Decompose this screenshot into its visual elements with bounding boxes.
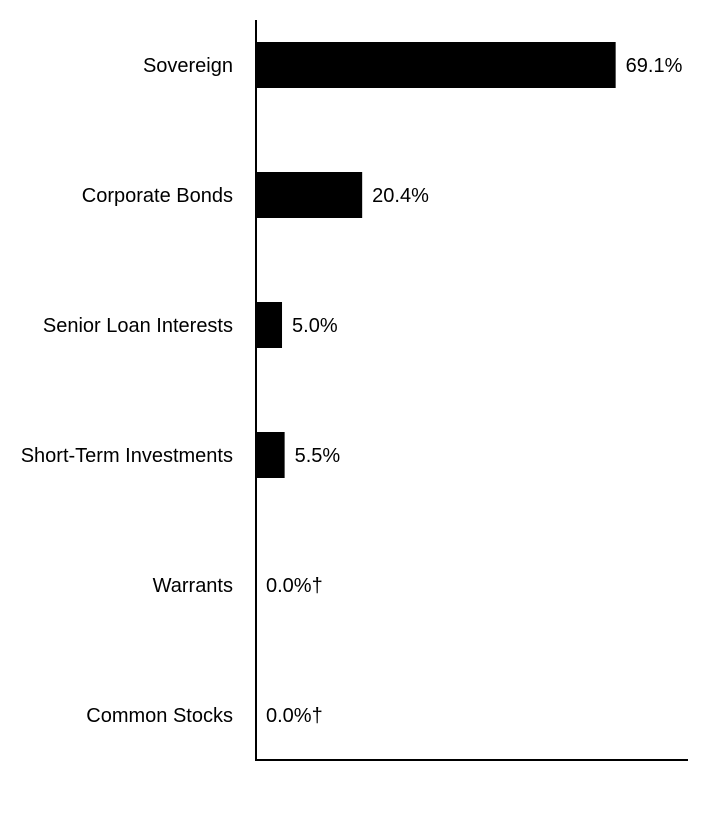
bar-sovereign (256, 42, 616, 88)
category-label: Warrants (153, 575, 233, 597)
value-label: 0.0%† (266, 705, 323, 727)
value-label: 69.1% (626, 55, 683, 77)
category-label: Corporate Bonds (82, 185, 233, 207)
bars-group (256, 42, 616, 478)
category-label: Short-Term Investments (21, 445, 233, 467)
category-label: Senior Loan Interests (43, 315, 233, 337)
bar-senior-loan-interests (256, 302, 283, 348)
category-labels-group: Sovereign Corporate Bonds Senior Loan Inte… (21, 55, 233, 727)
bar-short-term-investments (256, 432, 285, 478)
bar-corporate-bonds (256, 172, 363, 218)
value-labels-group: 69.1% 20.4% 5.0% 5.5% 0.0%† 0.0%† (266, 55, 683, 727)
category-label: Common Stocks (86, 705, 233, 727)
value-label: 5.5% (295, 445, 341, 467)
value-label: 20.4% (372, 185, 429, 207)
category-label: Sovereign (143, 55, 233, 77)
value-label: 0.0%† (266, 575, 323, 597)
value-label: 5.0% (292, 315, 338, 337)
